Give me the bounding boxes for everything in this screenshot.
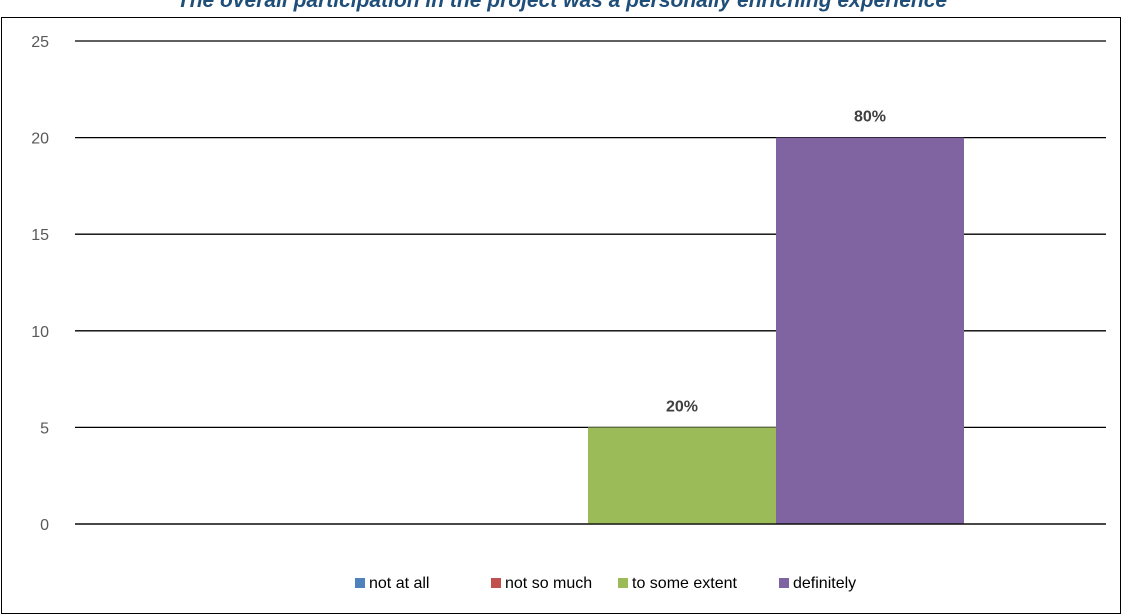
bar-to-some-extent [588, 427, 776, 524]
legend-swatch [491, 578, 501, 588]
legend-label: definitely [793, 575, 856, 592]
legend-label: not so much [505, 575, 592, 592]
y-tick-label: 15 [31, 227, 49, 244]
legend: not at all not so much to some extent defin… [355, 575, 856, 592]
bar-definitely [776, 138, 964, 524]
y-tick-label: 25 [31, 34, 49, 51]
y-axis-tick-labels: 0 5 10 15 20 25 [31, 34, 49, 534]
legend-label: to some extent [632, 575, 738, 592]
data-label: 80% [854, 109, 886, 126]
legend-swatch [618, 578, 628, 588]
legend-swatch [779, 578, 789, 588]
legend-swatch [355, 578, 365, 588]
y-tick-label: 20 [31, 131, 49, 148]
legend-label: not at all [369, 575, 429, 592]
data-label: 20% [666, 398, 698, 415]
y-tick-label: 5 [40, 420, 49, 437]
y-tick-label: 10 [31, 324, 49, 341]
y-tick-label: 0 [40, 517, 49, 534]
